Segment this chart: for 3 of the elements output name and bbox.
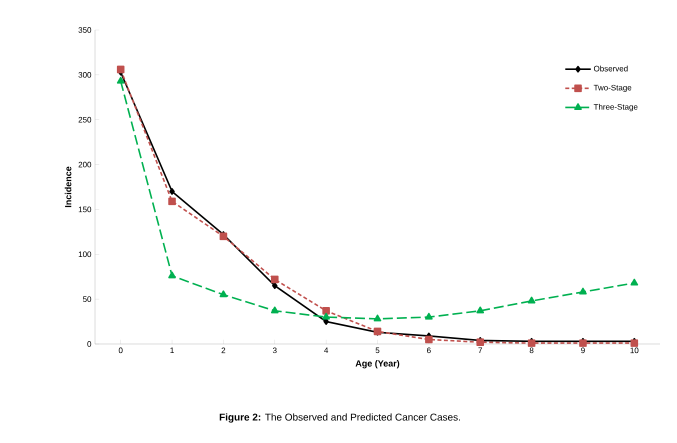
text: Figure 2: The Observed and Predicted Cancer Cases. — [220, 413, 460, 423]
x-axis-title: Age (Year) — [356, 360, 400, 368]
y-axis-title: Incidence — [64, 166, 72, 208]
